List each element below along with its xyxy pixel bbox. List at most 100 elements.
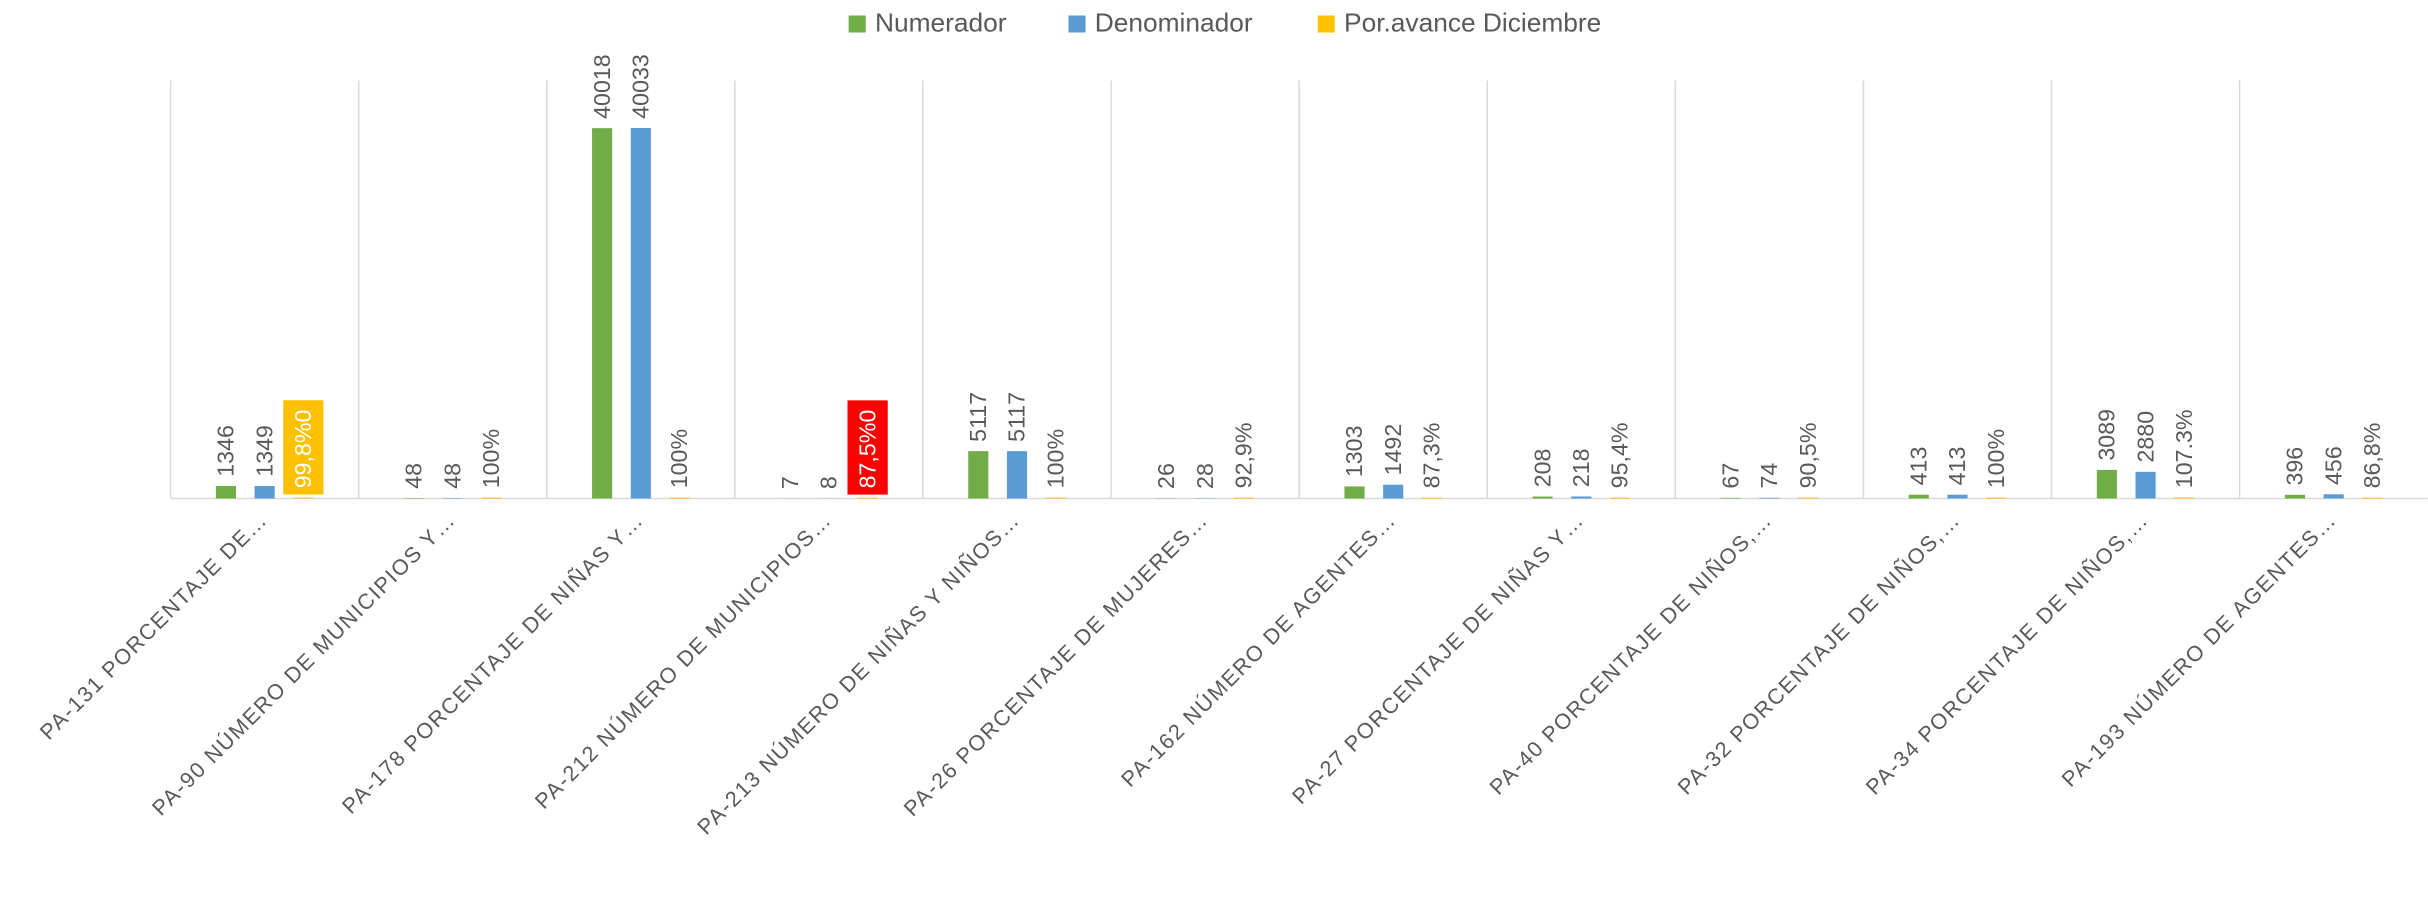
bar	[2174, 497, 2195, 499]
data-label-group: 100%	[1042, 429, 1068, 488]
data-label-group: 208	[1529, 449, 1555, 488]
data-label: 208	[1529, 449, 1555, 488]
legend-swatch	[1068, 15, 1086, 33]
x-tick-label: PA-131 PORCENTAJE DE…	[35, 507, 273, 745]
bar	[293, 497, 314, 499]
data-label: 26	[1153, 463, 1179, 489]
bar	[254, 486, 275, 499]
bar	[1908, 494, 1929, 499]
data-label-group: 5117	[1004, 392, 1030, 442]
data-label-group: 5117	[965, 392, 991, 442]
legend: Numerador Denominador Por.avance Diciembre	[848, 8, 1601, 38]
data-label-group: 28	[1192, 463, 1218, 489]
bar	[1045, 497, 1066, 499]
data-label-group: 218	[1568, 448, 1594, 487]
x-tick-label: PA-26 PORCENTAJE DE MUJERES…	[899, 507, 1213, 821]
data-label: 218	[1568, 448, 1594, 487]
data-label-background	[847, 400, 888, 495]
bar	[1233, 497, 1254, 499]
data-label: 95,4%	[1607, 422, 1633, 488]
data-label: 100%	[1042, 429, 1068, 488]
legend-swatch	[1317, 15, 1335, 33]
data-label: 7	[777, 476, 803, 489]
data-label-group: 40018	[589, 54, 615, 119]
bar	[1421, 497, 1442, 499]
legend-label: Por.avance Diciembre	[1344, 8, 1601, 38]
legend-label: Denominador	[1095, 8, 1253, 38]
bar	[2096, 469, 2117, 499]
data-label: 100%	[1983, 429, 2009, 488]
data-label: 2880	[2132, 411, 2158, 463]
bar	[1986, 497, 2007, 499]
data-label: 1303	[1341, 425, 1367, 477]
bar	[2323, 494, 2344, 499]
data-label: 5117	[965, 392, 991, 442]
data-label-group: 1349	[251, 425, 277, 477]
bar	[1947, 494, 1968, 499]
data-label: 99,8%0	[290, 410, 316, 489]
bar	[630, 128, 651, 499]
data-label: 28	[1192, 463, 1218, 489]
data-label-group: 26	[1153, 463, 1179, 489]
bar	[968, 451, 989, 499]
x-tick-label: PA-212 NÚMERO DE MUNICIPIOS…	[530, 507, 837, 814]
data-label: 48	[401, 463, 427, 489]
data-label-group: 1492	[1380, 424, 1406, 476]
data-label-group: 99,8%0	[283, 400, 324, 495]
data-label-group: 1346	[213, 425, 239, 477]
data-label: 90,5%	[1795, 423, 1821, 489]
data-label: 413	[1905, 447, 1931, 486]
data-label: 1349	[251, 425, 277, 477]
bar	[857, 497, 878, 499]
bar	[1759, 497, 1780, 499]
data-label-group: 100%	[1983, 429, 2009, 488]
x-tick-label: PA-27 PORCENTAJE DE NIÑAS Y…	[1287, 507, 1589, 809]
bar	[2284, 494, 2306, 499]
data-label-group: 48	[401, 463, 427, 489]
data-label-group: 456	[2320, 446, 2346, 485]
data-label: 456	[2320, 446, 2346, 485]
data-label: 48	[439, 463, 465, 489]
data-label: 1346	[213, 425, 239, 477]
data-label-group: 100%	[666, 429, 692, 488]
data-label: 74	[1756, 463, 1782, 489]
x-tick-label: PA-213 NÚMERO DE NIÑAS Y NIÑOS…	[692, 507, 1024, 839]
data-label: 92,9%	[1230, 422, 1256, 488]
bar	[2362, 497, 2383, 499]
data-label-group: 95,4%	[1607, 422, 1633, 488]
legend-label: Numerador	[875, 8, 1007, 38]
data-label-group: 1303	[1341, 425, 1367, 477]
data-label: 5117	[1004, 392, 1030, 442]
x-tick-label: PA-178 PORCENTAJE DE NIÑAS Y…	[337, 507, 649, 819]
data-label: 413	[1944, 447, 1970, 486]
data-label: 100%	[478, 429, 504, 488]
data-label-group: 90,5%	[1795, 423, 1821, 489]
bar	[2135, 471, 2156, 499]
data-label-group: 87,5%0	[847, 400, 888, 495]
data-label: 107.3%	[2171, 409, 2197, 488]
data-label: 1492	[1380, 424, 1406, 476]
data-label-group: 100%	[478, 429, 504, 488]
data-label: 40018	[589, 54, 615, 119]
data-label-group: 8	[816, 476, 842, 489]
data-label-group: 2880	[2132, 411, 2158, 463]
data-label-group: 413	[1944, 447, 1970, 486]
data-label-group: 7	[777, 476, 803, 489]
bar	[1798, 497, 1819, 499]
bar	[215, 486, 236, 499]
bar	[1383, 484, 1404, 499]
bar	[1344, 486, 1365, 499]
bar	[481, 497, 502, 499]
data-label: 67	[1717, 463, 1743, 489]
data-label-group: 86,8%	[2359, 423, 2385, 489]
data-label: 87,3%	[1419, 423, 1445, 489]
data-label: 40033	[628, 54, 654, 119]
data-label-group: 3089	[2094, 409, 2120, 461]
data-label-group: 92,9%	[1230, 422, 1256, 488]
data-label-group: 48	[439, 463, 465, 489]
bar	[1532, 496, 1553, 499]
bar	[1609, 497, 1631, 499]
data-label: 8	[816, 476, 842, 489]
legend-swatch	[848, 15, 866, 33]
